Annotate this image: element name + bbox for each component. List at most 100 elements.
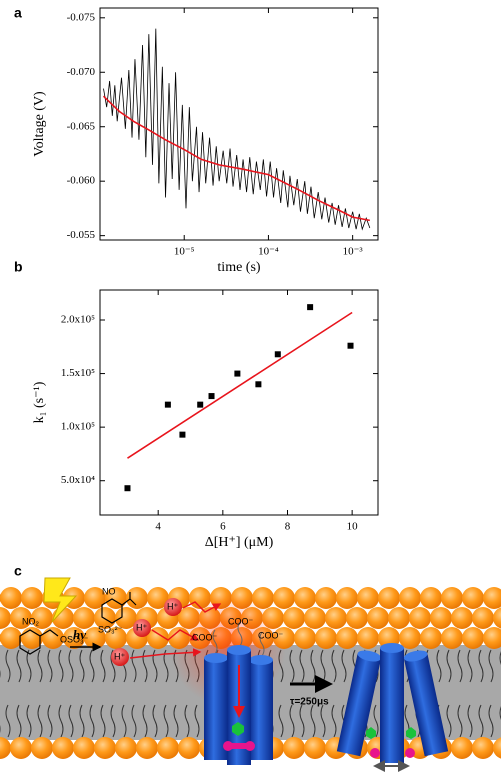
lipid-head [441,627,463,649]
panel-label: a [14,5,22,21]
data-point [124,485,131,492]
lipid-head [42,627,64,649]
lipid-head [483,627,501,649]
y-axis-label: k₁ (s⁻¹) [32,381,47,423]
lipid-head [451,737,473,759]
lipid-head [126,587,148,609]
lipid-head [430,607,452,629]
x-axis-label: time (s) [217,260,260,275]
nitro-label: NO₂ [22,616,40,626]
sulfate-label: OSO₃⁻ [60,634,89,644]
panel-label: b [14,259,23,275]
lipid-head [420,587,442,609]
lipid-head [483,587,501,609]
lipid-head [21,587,43,609]
lipid-head [63,627,85,649]
lipid-head [178,737,200,759]
y-tick-label: 1.0x10⁵ [61,421,95,433]
lipid-head [399,587,421,609]
lipid-head [105,587,127,609]
y-tick-label: -0.065 [67,120,96,132]
data-point [164,401,171,408]
lipid-head [10,737,32,759]
lipid-head [73,737,95,759]
side-chain [259,631,265,657]
data-line [102,95,370,222]
lipid-head [10,607,32,629]
lipid-head [136,737,158,759]
lipid-head [451,607,473,629]
data-point [208,393,215,400]
flash-icon [43,577,78,623]
lipid-head [147,627,169,649]
proton-label: H⁺ [167,601,178,611]
carboxylate-label: COO⁻ [228,616,254,626]
side-chain [212,629,218,655]
y-tick-label: 2.0x10⁵ [61,314,95,326]
lipid-head [147,587,169,609]
y-tick-label: 5.0x10⁴ [61,474,95,486]
lipid-head [420,627,442,649]
lipid-head [346,607,368,629]
lipid-head [115,607,137,629]
lipid-head [304,607,326,629]
lipid-head [105,627,127,649]
lipid-head [52,737,74,759]
lipid-head [283,737,305,759]
chart-a: 10⁻⁵ 10⁻⁴ 10⁻³ -0.075 -0.070 -0.065 -0.060 -0.0… [32,7,379,275]
lipid-head [315,587,337,609]
lipid-head [0,587,22,609]
x-axis-label: Δ[H⁺] (μM) [205,535,274,550]
lipid-head [378,587,400,609]
lipid-head [409,607,431,629]
cage-compound [19,592,137,655]
light-label: hν [73,627,86,642]
panel-label: c [14,563,22,579]
data-point [307,304,314,311]
lipid-head [336,627,358,649]
lipid-head [31,737,53,759]
y-tick-label: -0.075 [67,11,96,23]
lipid-head [357,587,379,609]
lipid-tail [0,649,11,738]
data-point [197,401,204,408]
carboxylate-label: COO⁻ [258,630,284,640]
y-tick-label: -0.060 [67,175,96,187]
data-point [179,431,186,438]
lipid-tail [100,649,116,738]
lipid-head [94,607,116,629]
proton [111,648,129,666]
y-tick-label: -0.070 [67,66,96,78]
lipid-tail [331,649,347,738]
proton [164,598,182,616]
lipid-head [388,607,410,629]
lipid-head [493,607,501,629]
lipid-head [31,607,53,629]
x-tick-label: 10 [347,521,359,533]
lipid-head [157,737,179,759]
lipid-head [472,737,494,759]
x-tick-label: 8 [285,521,291,533]
lipid-head [315,627,337,649]
channel-closed [204,645,273,765]
lipid-head [304,737,326,759]
plot-frame [99,289,379,516]
proton-label: H⁺ [136,622,147,632]
lipid-head [462,587,484,609]
channel-open [336,643,449,772]
data-point [274,351,281,358]
lipid-head [115,737,137,759]
lipid-head [73,607,95,629]
plot-frame [99,7,379,241]
data-line [127,311,353,459]
lipid-tail [121,649,137,738]
lipid-tail [436,649,452,738]
lipid-head [367,607,389,629]
lipid-head [0,607,11,629]
lipid-head [273,587,295,609]
lipid-head [357,627,379,649]
lipid-head [493,737,501,759]
data-line [103,28,371,231]
